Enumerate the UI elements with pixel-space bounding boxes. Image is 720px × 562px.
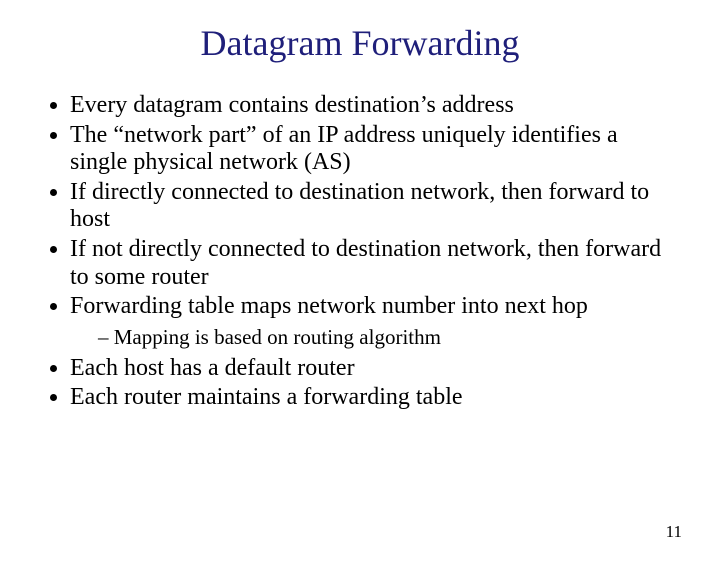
bullet-list: Every datagram contains destination’s ad… xyxy=(40,92,680,412)
slide: Datagram Forwarding Every datagram conta… xyxy=(0,22,720,562)
list-item: If not directly connected to destination… xyxy=(70,236,680,291)
page-number: 11 xyxy=(666,522,682,542)
list-item-text: Forwarding table maps network number int… xyxy=(70,293,588,319)
list-item: Each router maintains a forwarding table xyxy=(70,384,680,412)
slide-title: Datagram Forwarding xyxy=(0,22,720,64)
list-item: Forwarding table maps network number int… xyxy=(70,293,680,349)
sub-bullet-list: Mapping is based on routing algorithm xyxy=(98,325,680,349)
list-item: Each host has a default router xyxy=(70,355,680,383)
list-item: The “network part” of an IP address uniq… xyxy=(70,122,680,177)
list-item: If directly connected to destination net… xyxy=(70,179,680,234)
sub-list-item: Mapping is based on routing algorithm xyxy=(98,325,680,349)
list-item: Every datagram contains destination’s ad… xyxy=(70,92,680,120)
